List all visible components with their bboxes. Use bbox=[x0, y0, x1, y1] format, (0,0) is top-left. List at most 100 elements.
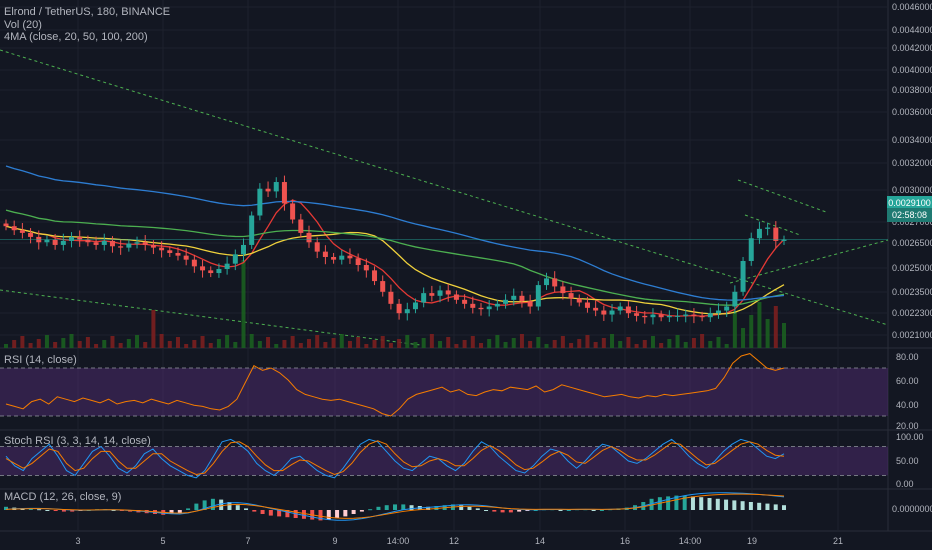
volume-bar bbox=[282, 340, 287, 348]
volume-bar bbox=[708, 341, 713, 348]
volume-bar bbox=[446, 337, 451, 348]
macd-histogram-bar bbox=[558, 510, 563, 511]
candle-body bbox=[617, 306, 623, 311]
x-tick-label: 5 bbox=[160, 536, 165, 546]
volume-bar bbox=[28, 343, 33, 348]
volume-bar bbox=[413, 342, 418, 348]
candle-body bbox=[159, 247, 165, 251]
candle-body bbox=[355, 258, 361, 266]
candle-body bbox=[396, 303, 402, 314]
volume-bar bbox=[536, 337, 541, 348]
candle-body bbox=[372, 270, 378, 282]
macd-histogram-bar bbox=[235, 505, 240, 510]
volume-bar bbox=[741, 328, 746, 348]
volume-bar bbox=[216, 339, 221, 348]
macd-histogram-bar bbox=[699, 497, 704, 510]
x-tick-label: 16 bbox=[620, 536, 630, 546]
price-tick-label: 0.0026500 bbox=[892, 238, 932, 248]
macd-histogram-bar bbox=[740, 501, 745, 510]
volume-bar bbox=[454, 344, 459, 348]
candle-body bbox=[363, 265, 369, 271]
macd-histogram-bar bbox=[384, 505, 389, 510]
volume-bar bbox=[528, 341, 533, 348]
x-tick-label: 14 bbox=[535, 536, 545, 546]
candle-body bbox=[773, 227, 779, 241]
candle-body bbox=[445, 290, 451, 295]
x-tick-label: 7 bbox=[245, 536, 250, 546]
macd-tick-label: 0.0000000 bbox=[892, 504, 932, 514]
macd-legend: MACD (12, 26, close, 9) bbox=[4, 491, 122, 503]
candle-body bbox=[740, 261, 746, 292]
countdown-tag: 02:58:08 bbox=[887, 208, 932, 222]
price-tick-label: 0.0032000 bbox=[892, 158, 932, 168]
stoch-rsi-pane[interactable] bbox=[0, 438, 888, 479]
macd-histogram-bar bbox=[268, 510, 273, 516]
macd-histogram-bar bbox=[53, 510, 58, 511]
volume-bar bbox=[315, 335, 320, 348]
volume-bar bbox=[364, 344, 369, 348]
macd-histogram-bar bbox=[194, 503, 199, 510]
volume-bar bbox=[700, 334, 705, 348]
volume-bar bbox=[683, 342, 688, 348]
rsi-tick-label: 40.00 bbox=[896, 400, 919, 410]
price-tick-label: 0.0025000 bbox=[892, 263, 932, 273]
candle-body bbox=[519, 295, 525, 302]
volume-bar bbox=[118, 343, 123, 348]
volume-bar bbox=[61, 338, 66, 348]
price-pane[interactable] bbox=[0, 49, 889, 348]
candle-body bbox=[69, 236, 75, 241]
candle-body bbox=[625, 306, 631, 314]
candle-body bbox=[601, 310, 607, 315]
x-tick-label: 14:00 bbox=[679, 536, 702, 546]
price-tick-label: 0.0038000 bbox=[892, 85, 932, 95]
volume-bar bbox=[724, 344, 729, 348]
stoch-rsi-legend: Stoch RSI (3, 3, 14, 14, close) bbox=[4, 435, 151, 447]
volume-bar bbox=[552, 340, 557, 348]
candle-body bbox=[142, 242, 148, 245]
price-tick-label: 0.0040000 bbox=[892, 65, 932, 75]
macd-histogram-bar bbox=[599, 510, 604, 511]
candle-body bbox=[748, 238, 754, 261]
price-tick-label: 0.0021000 bbox=[892, 330, 932, 340]
macd-histogram-bar bbox=[492, 510, 497, 512]
volume-bar bbox=[307, 339, 312, 348]
macd-histogram-bar bbox=[186, 508, 191, 510]
candle-body bbox=[200, 266, 206, 271]
macd-histogram-bar bbox=[351, 510, 356, 514]
candle-body bbox=[339, 255, 345, 260]
price-tick-label: 0.0023500 bbox=[892, 287, 932, 297]
volume-bar bbox=[372, 340, 377, 348]
candle-body bbox=[429, 293, 435, 296]
macd-histogram-bar bbox=[401, 504, 406, 510]
rsi-tick-label: 80.00 bbox=[896, 352, 919, 362]
macd-histogram-bar bbox=[782, 505, 786, 510]
rsi-pane[interactable] bbox=[0, 353, 888, 417]
symbol-legend: Elrond / TetherUS, 180, BINANCE bbox=[4, 6, 171, 18]
candle-body bbox=[273, 182, 279, 192]
volume-bar bbox=[765, 319, 770, 348]
rsi-tick-label: 60.00 bbox=[896, 376, 919, 386]
macd-histogram-bar bbox=[393, 504, 397, 510]
macd-histogram-bar bbox=[715, 498, 720, 510]
macd-pane[interactable] bbox=[4, 492, 786, 521]
macd-histogram-bar bbox=[70, 510, 75, 512]
volume-bar bbox=[749, 315, 754, 348]
volume-bar bbox=[626, 337, 631, 348]
volume-bar bbox=[585, 335, 590, 348]
ma-line bbox=[5, 199, 785, 317]
stoch-tick-label: 0.00 bbox=[896, 479, 914, 489]
price-tick-label: 0.0042000 bbox=[892, 43, 932, 53]
volume-bar bbox=[421, 338, 426, 348]
macd-histogram-bar bbox=[533, 510, 538, 511]
candle-body bbox=[412, 302, 418, 310]
candle-body bbox=[593, 307, 599, 311]
candle-body bbox=[453, 294, 459, 300]
volume-bar bbox=[544, 344, 549, 348]
volume-bar bbox=[331, 338, 336, 348]
volume-bar bbox=[44, 335, 49, 348]
volume-bar bbox=[503, 342, 508, 348]
volume-bar bbox=[290, 336, 295, 348]
macd-histogram-bar bbox=[210, 498, 215, 510]
macd-histogram-bar bbox=[724, 499, 729, 510]
